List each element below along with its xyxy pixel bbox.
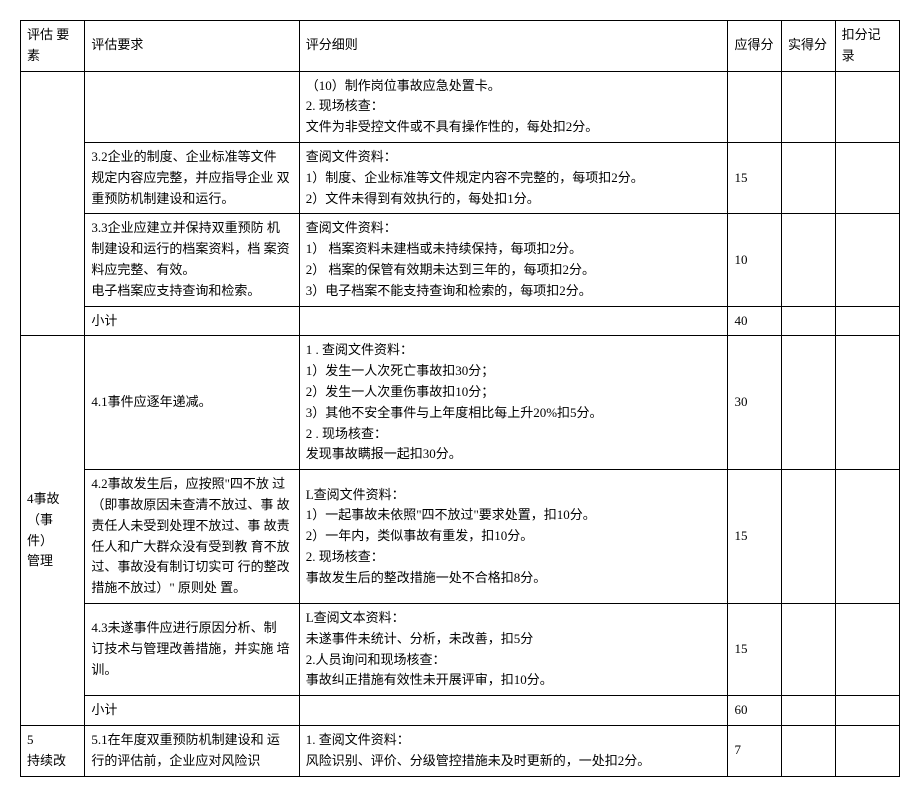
subtotal-row: 小计60: [21, 696, 900, 726]
table-header-row: 评估 要素评估要求评分细则应得分实得分扣分记录: [21, 21, 900, 72]
table-row: 3.3企业应建立并保持双重预防 机制建设和运行的档案资料，档 案资料应完整、有效…: [21, 214, 900, 306]
table-row: （10）制作岗位事故应急处置卡。2. 现场核查：文件为非受控文件或不具有操作性的…: [21, 71, 900, 142]
table-row: 5持续改5.1在年度双重预防机制建设和 运行的评估前，企业应对风险识1. 查阅文…: [21, 725, 900, 776]
table-row: 4事故（事件） 管理4.1事件应逐年递减。1 . 查阅文件资料：1）发生一人次死…: [21, 336, 900, 470]
subtotal-row: 小计40: [21, 306, 900, 336]
table-row: 3.2企业的制度、企业标准等文件 规定内容应完整，并应指导企业 双重预防机制建设…: [21, 142, 900, 213]
table-row: 4.3未遂事件应进行原因分析、制 订技术与管理改善措施，并实施 培训。L查阅文本…: [21, 603, 900, 695]
table-row: 4.2事故发生后，应按照"四不放 过（即事故原因未查清不放过、事 故责任人未受到…: [21, 470, 900, 604]
evaluation-table: 评估 要素评估要求评分细则应得分实得分扣分记录 （10）制作岗位事故应急处置卡。…: [20, 20, 900, 777]
